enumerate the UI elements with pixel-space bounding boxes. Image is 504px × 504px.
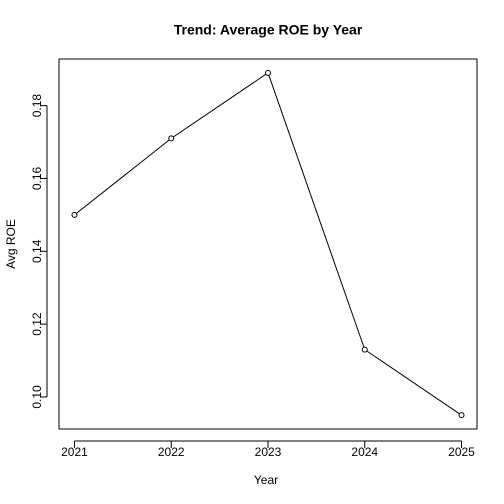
y-tick-label: 0.18: [30, 94, 44, 118]
x-axis-label: Year: [254, 473, 278, 487]
x-tick-label: 2024: [351, 445, 378, 459]
y-tick-label: 0.16: [30, 166, 44, 190]
point: [361, 346, 368, 353]
point: [265, 69, 271, 76]
y-tick-label: 0.12: [30, 312, 44, 336]
point: [71, 211, 78, 218]
x-tick-label: 2025: [448, 445, 475, 459]
y-tick-label: 0.10: [30, 385, 44, 409]
y-axis-label: Avg ROE: [4, 219, 18, 269]
x-tick-label: 2023: [255, 445, 282, 459]
x-tick-label: 2021: [61, 445, 88, 459]
chart-title: Trend: Average ROE by Year: [174, 22, 363, 38]
point: [168, 135, 175, 142]
plot-frame: [58, 58, 478, 430]
y-tick-label: 0.14: [30, 239, 44, 263]
point: [458, 412, 465, 419]
x-tick-label: 2022: [158, 445, 185, 459]
